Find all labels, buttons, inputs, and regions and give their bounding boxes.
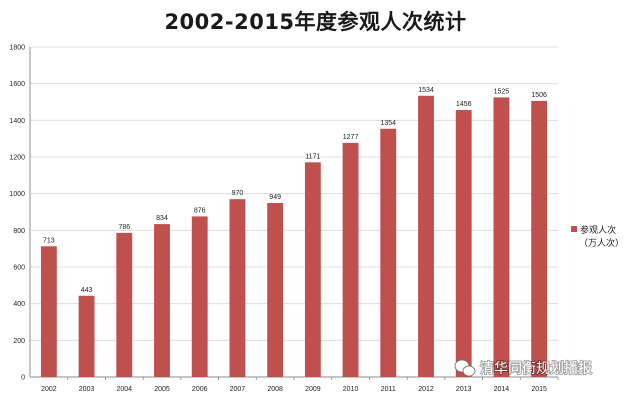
x-tick-label: 2007 (230, 386, 246, 393)
x-tick-label: 2013 (456, 386, 472, 393)
legend-label: 参观人次 (580, 224, 616, 236)
x-tick-label: 2008 (267, 386, 283, 393)
bar (455, 110, 472, 378)
data-label: 1277 (343, 134, 359, 141)
data-labels: 713 443 786 834 876 970 949 1171 1277 1354 1534 145… (43, 87, 547, 294)
bar (116, 232, 133, 377)
bar (267, 203, 284, 377)
y-tick-label: 1200 (9, 155, 25, 162)
y-tick-label: 1400 (9, 118, 25, 125)
data-label: 1525 (494, 88, 510, 95)
data-label: 970 (232, 190, 244, 197)
legend-swatch (571, 226, 577, 232)
x-tick-label: 2012 (418, 386, 434, 393)
data-label: 1534 (418, 87, 434, 94)
data-label: 834 (156, 215, 168, 222)
x-tick-label: 2005 (154, 386, 170, 393)
watermark: 清华同衡规划播报 (454, 359, 593, 378)
data-label: 443 (81, 287, 93, 294)
x-tick-label: 2009 (305, 386, 321, 393)
x-tick-label: 2002 (41, 386, 57, 393)
bar (40, 246, 57, 377)
bar (304, 162, 321, 377)
data-label: 949 (269, 194, 281, 201)
data-label: 1456 (456, 101, 472, 108)
y-tick-label: 600 (13, 265, 25, 272)
x-tick-label: 2015 (531, 386, 547, 393)
x-tick-label: 2003 (79, 386, 95, 393)
bars (40, 95, 548, 378)
x-tick-label: 2014 (494, 386, 510, 393)
y-tick-label: 200 (13, 338, 25, 345)
data-label: 1506 (531, 92, 547, 99)
y-tick-label: 1800 (9, 45, 25, 52)
bar (380, 128, 397, 377)
x-tick-label: 2010 (343, 386, 359, 393)
bar (154, 224, 170, 377)
x-tick-label: 2011 (381, 386, 396, 393)
tick-labels: 0 200 400 600 800 1000 1200 1400 1600 1800 2002 200… (9, 45, 547, 394)
legend: 参观人次 （万人次） (571, 224, 624, 249)
x-tick-label: 2004 (116, 386, 132, 393)
bar (78, 295, 95, 377)
bar (531, 100, 548, 378)
bar (493, 97, 510, 378)
watermark-text: 清华同衡规划播报 (480, 361, 592, 377)
gridlines (30, 46, 558, 341)
y-tick-label: 1000 (9, 191, 25, 198)
data-label: 1171 (305, 153, 320, 160)
data-label: 876 (194, 207, 206, 214)
y-tick-label: 0 (21, 375, 25, 382)
y-tick-label: 800 (13, 228, 25, 235)
chart-title: 2002-2015年度参观人次统计 (164, 10, 467, 34)
wechat-icon (454, 359, 476, 377)
y-tick-label: 400 (13, 301, 25, 308)
data-label: 786 (118, 224, 130, 231)
data-label: 1354 (380, 120, 396, 127)
bar (418, 95, 434, 378)
bar (342, 142, 359, 377)
axes (29, 47, 559, 380)
y-tick-label: 1600 (9, 81, 25, 88)
legend-unit: （万人次） (579, 237, 624, 249)
bar (229, 199, 246, 377)
data-label: 713 (43, 237, 55, 244)
bar (191, 216, 208, 377)
x-tick-label: 2006 (192, 386, 208, 393)
